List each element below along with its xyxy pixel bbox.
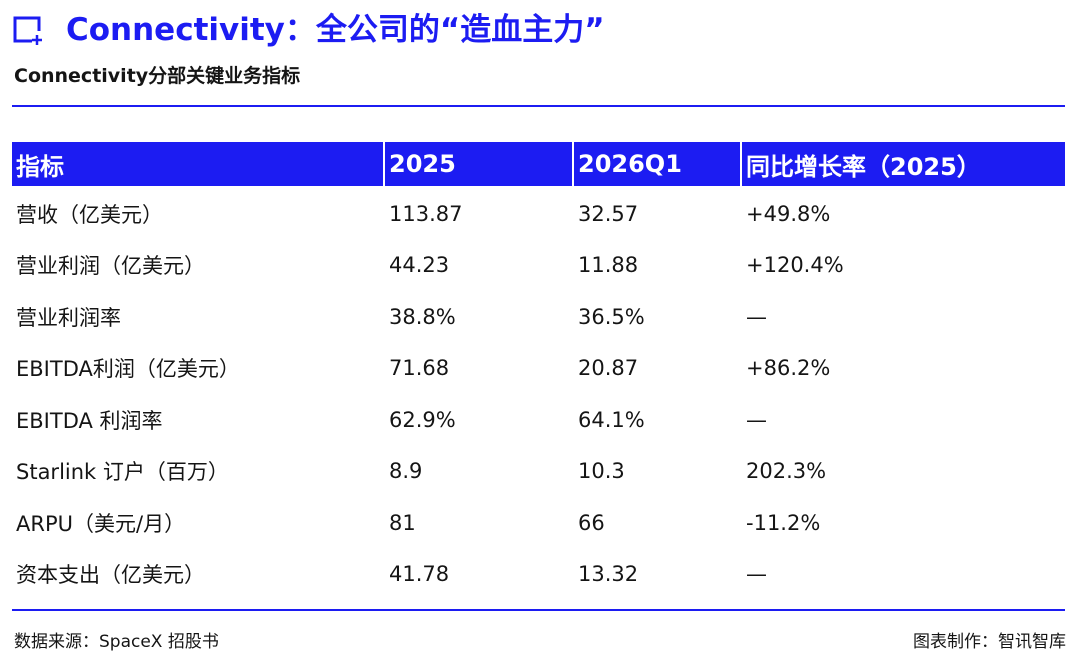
title-icon [13,16,42,45]
table-cell: 10.3 [578,459,625,484]
table-cell: 20.87 [578,356,639,381]
table-cell: 营业利润（亿美元） [16,254,205,279]
table-cell: -11.2% [746,510,821,535]
table-row: 资本支出（亿美元） 41.78 13.32 — [12,549,1065,601]
table-cell: 66 [578,510,605,535]
table-cell: 71.68 [389,356,450,381]
table-cell: +86.2% [746,356,831,381]
table-cell: 41.78 [389,562,450,587]
table-cell: 44.23 [389,253,450,278]
table-cell: — [746,562,767,587]
table-cell: 营收（亿美元） [16,202,163,227]
credit: 图表制作：智讯智库 [913,632,1066,652]
table-cell: 资本支出（亿美元） [16,563,205,588]
table-row: 营业利润（亿美元） 44.23 11.88 +120.4% [12,240,1065,292]
table-cell: 11.88 [578,253,639,278]
header-cell: 指标 [12,142,385,186]
table-cell: 38.8% [389,304,456,329]
header-cell: 2025 [385,142,574,186]
table-row: Starlink 订户（百万） 8.9 10.3 202.3% [12,446,1065,498]
header-row: 指标 2025 2026Q1 同比增长率（2025） [12,142,1065,186]
table-cell: 64.1% [578,407,645,432]
table-cell: EBITDA利润（亿美元） [16,357,240,382]
table-cell: +49.8% [746,201,831,226]
table-row: 营业利润率 38.8% 36.5% — [12,291,1065,343]
table-cell: — [746,407,767,432]
table-row: ARPU（美元/月） 81 66 -11.2% [12,497,1065,549]
source: 数据来源：SpaceX 招股书 [14,632,219,652]
header-cell: 2026Q1 [574,142,742,186]
table-cell: 113.87 [389,201,463,226]
header-cell: 同比增长率（2025） [746,152,981,181]
table-cell: 8.9 [389,459,423,484]
table-row: 营收（亿美元） 113.87 32.57 +49.8% [12,188,1065,240]
table-row: EBITDA利润（亿美元） 71.68 20.87 +86.2% [12,343,1065,395]
table-cell: 62.9% [389,407,456,432]
subtitle: Connectivity分部关键业务指标 [14,65,301,87]
title: Connectivity：全公司的“造血主力” [66,12,605,48]
table-cell: 32.57 [578,201,639,226]
divider [12,609,1065,611]
table-cell: 202.3% [746,459,827,484]
divider [12,105,1065,107]
table-cell: ARPU（美元/月） [16,511,186,536]
table-cell: 81 [389,510,416,535]
table-cell: 13.32 [578,562,639,587]
table-cell: 营业利润率 [16,305,121,330]
table: 指标 2025 2026Q1 同比增长率（2025） 营收（亿美元） 113.87 32.5… [12,142,1065,600]
table-row: EBITDA 利润率 62.9% 64.1% — [12,394,1065,446]
table-cell: — [746,304,767,329]
table-cell: EBITDA 利润率 [16,408,163,433]
table-cell: Starlink 订户（百万） [16,460,229,485]
table-cell: 36.5% [578,304,645,329]
table-cell: +120.4% [746,253,844,278]
